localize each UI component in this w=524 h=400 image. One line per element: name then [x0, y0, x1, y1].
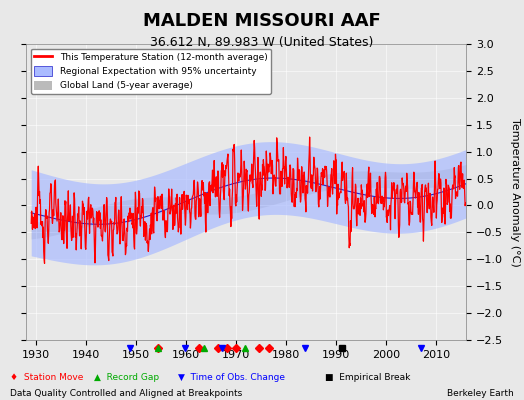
Text: Data Quality Controlled and Aligned at Breakpoints: Data Quality Controlled and Aligned at B… — [10, 390, 243, 398]
Text: Berkeley Earth: Berkeley Earth — [447, 390, 514, 398]
Text: MALDEN MISSOURI AAF: MALDEN MISSOURI AAF — [143, 12, 381, 30]
Text: ▼  Time of Obs. Change: ▼ Time of Obs. Change — [178, 374, 285, 382]
Text: 36.612 N, 89.983 W (United States): 36.612 N, 89.983 W (United States) — [150, 36, 374, 49]
Text: ♦  Station Move: ♦ Station Move — [10, 374, 84, 382]
Text: ▲  Record Gap: ▲ Record Gap — [94, 374, 159, 382]
Text: ■  Empirical Break: ■ Empirical Break — [325, 374, 410, 382]
Legend: This Temperature Station (12-month average), Regional Expectation with 95% uncer: This Temperature Station (12-month avera… — [31, 48, 271, 94]
Y-axis label: Temperature Anomaly (°C): Temperature Anomaly (°C) — [510, 118, 520, 266]
